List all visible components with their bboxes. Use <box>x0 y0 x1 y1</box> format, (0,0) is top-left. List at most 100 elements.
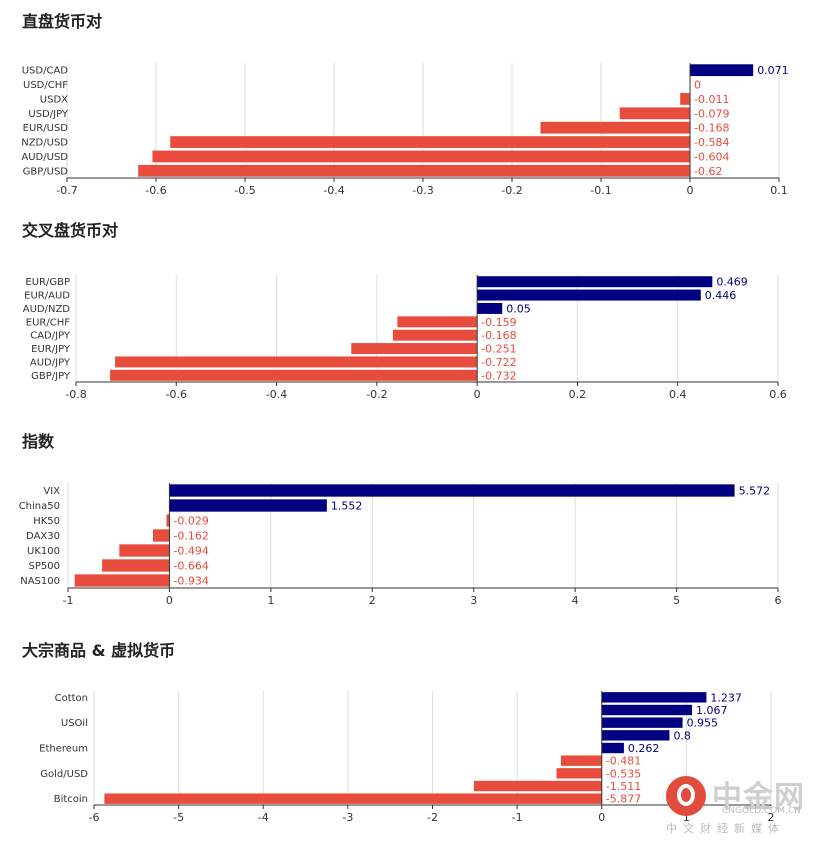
bar-chart-indices: -1 0 1 2 3 4 5 6 VIX 5.572 China50 1.552 HK50 -0.029 D… <box>19 483 782 607</box>
bar <box>110 369 478 381</box>
watermark: 中金网 CNGOLD.COM.CN 中文财经新媒体 <box>662 774 812 836</box>
category-label: AUD/USD <box>21 152 68 163</box>
tick-label: -0.7 <box>56 184 77 197</box>
bar-chart-direct-pairs: -0.7 -0.6 -0.5 -0.4 -0.3 -0.2 -0.1 0 0.1 USD/CAD 0… <box>21 63 789 197</box>
category-label: HK50 <box>33 516 60 527</box>
data-label: -0.664 <box>173 560 208 573</box>
tick-label: -0.5 <box>234 184 255 197</box>
tick-label: -0.4 <box>323 184 344 197</box>
tick-label: -3 <box>342 811 353 824</box>
tick-label: 0.6 <box>769 388 787 401</box>
tick-label: -1 <box>63 594 74 607</box>
bar <box>152 150 690 163</box>
tick-label: 0.2 <box>569 388 587 401</box>
data-label: 0.446 <box>705 289 737 302</box>
tick-label: 0.4 <box>669 388 687 401</box>
data-label: 0.469 <box>716 276 748 289</box>
tick-label: -2 <box>427 811 438 824</box>
data-label: 1.067 <box>696 704 728 717</box>
tick-label: -4 <box>258 811 269 824</box>
bar <box>115 356 478 368</box>
tick-label: 1 <box>683 811 690 824</box>
data-label: 0.071 <box>757 64 789 77</box>
bar <box>561 755 602 766</box>
bar <box>104 793 602 804</box>
bar <box>473 780 602 792</box>
data-label: -1.511 <box>606 780 641 793</box>
tick-label: 1 <box>267 594 274 607</box>
tick-label: 3 <box>470 594 477 607</box>
data-label: 0 <box>694 79 701 92</box>
bar <box>477 276 713 288</box>
data-label: 0.262 <box>628 742 660 755</box>
data-label: 0.955 <box>687 717 719 730</box>
bar <box>601 730 670 741</box>
category-label: NZD/USD <box>21 138 68 149</box>
panel-direct-pairs: 直盘货币对 -0.7 -0.6 -0.5 -0.4 -0.3 -0.2 -0.1 0 0.1 US… <box>0 8 819 198</box>
data-label: -0.934 <box>173 575 208 588</box>
category-label: China50 <box>19 501 60 512</box>
category-label: EUR/USD <box>23 123 69 134</box>
brand-logo-icon <box>666 776 706 816</box>
bar <box>74 574 170 587</box>
data-label: 5.572 <box>739 485 771 498</box>
chart-title: 指数 <box>22 432 55 451</box>
panel-cross-pairs: 交叉盘货币对 -0.8 -0.6 -0.4 -0.2 0 0.2 0.4 0.6 EUR/GBP… <box>0 217 819 407</box>
category-label: GBP/USD <box>23 166 69 177</box>
bar <box>392 329 478 341</box>
bar <box>138 164 690 177</box>
bar <box>119 544 170 557</box>
category-label: USOil <box>61 718 88 729</box>
category-label: USD/JPY <box>28 109 68 120</box>
category-label: EUR/CHF <box>26 317 70 328</box>
tick-label: 2 <box>768 811 775 824</box>
bar <box>477 302 503 314</box>
bar <box>619 107 690 120</box>
tick-label: 2 <box>369 594 376 607</box>
chart-title: 交叉盘货币对 <box>22 221 119 240</box>
category-label: NAS100 <box>20 576 60 587</box>
category-label: Cotton <box>55 693 88 704</box>
data-label: -0.62 <box>694 165 722 178</box>
bar <box>680 93 690 105</box>
tick-label: 0 <box>474 388 481 401</box>
tick-label: 5 <box>673 594 680 607</box>
category-label: AUD/NZD <box>23 304 71 315</box>
category-label: DAX30 <box>26 531 60 542</box>
data-label: -0.481 <box>606 755 641 768</box>
data-label: 0.8 <box>673 729 691 742</box>
tick-label: -1 <box>512 811 523 824</box>
tick-label: -0.4 <box>266 388 287 401</box>
bar <box>601 704 693 716</box>
tick-label: 0 <box>166 594 173 607</box>
category-label: UK100 <box>27 546 60 557</box>
tick-label: 6 <box>775 594 782 607</box>
tick-label: 0 <box>598 811 605 824</box>
category-label: AUD/JPY <box>30 357 71 368</box>
tick-label: -0.3 <box>412 184 433 197</box>
bar <box>169 484 735 497</box>
watermark-url: CNGOLD.COM.CN <box>722 806 801 816</box>
watermark-tagline: 中文财经新媒体 <box>666 822 785 835</box>
data-label: 0.05 <box>506 302 531 315</box>
category-label: SP500 <box>29 561 60 572</box>
data-label: -0.011 <box>694 93 729 106</box>
bar <box>397 316 478 328</box>
bar <box>351 343 478 355</box>
data-label: 1.237 <box>710 691 742 704</box>
data-label: -0.162 <box>173 530 208 543</box>
bar <box>169 499 327 512</box>
data-label: -0.722 <box>481 356 516 369</box>
bar <box>166 514 170 527</box>
tick-label: 0 <box>687 184 694 197</box>
category-label: Gold/USD <box>40 769 88 780</box>
bar <box>152 529 170 542</box>
bar <box>690 64 754 77</box>
tick-label: -0.2 <box>366 388 387 401</box>
chart-title: 大宗商品 & 虚拟货币 <box>22 641 176 660</box>
category-label: EUR/GBP <box>25 277 70 288</box>
tick-label: -5 <box>173 811 184 824</box>
bar <box>556 768 602 779</box>
tick-label: 0.1 <box>770 184 788 197</box>
